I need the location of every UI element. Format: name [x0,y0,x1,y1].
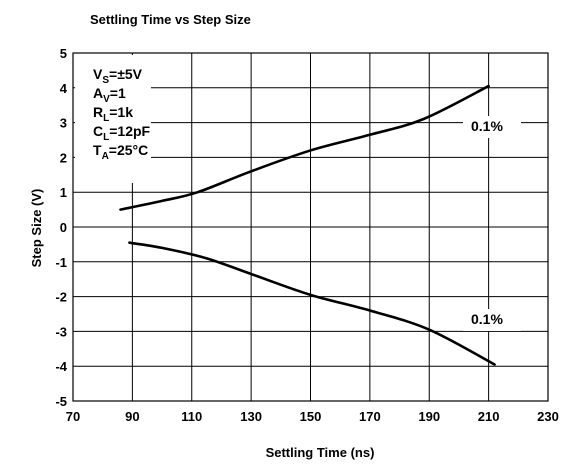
plot-frame [72,52,549,402]
series-label-1: 0.1% [471,118,503,134]
grid-lines [73,53,548,401]
series-label-bg [463,116,521,138]
y-tick-label: -5 [55,394,67,409]
condition-label: VS=±5V [93,66,143,86]
series-line-2 [128,241,496,366]
y-tick-label: -4 [55,359,67,374]
condition-label: AV=1 [93,85,126,105]
x-tick-labels: 70 90 110 130 150 170 190 210 230 [66,409,559,424]
x-tick-label: 190 [418,409,440,424]
y-tick-label: 5 [60,46,67,61]
x-tick-label: 210 [478,409,500,424]
conditions-box [75,55,151,183]
y-tick-label: -1 [55,255,67,270]
chart-title: Settling Time vs Step Size [90,12,251,27]
y-axis-label: Step Size (V) [29,189,44,268]
series-label-2: 0.1% [471,311,503,327]
x-tick-label: 110 [181,409,202,424]
y-tick-label: -3 [55,324,67,339]
series-line-1 [119,84,490,211]
series-label-bg [463,309,521,331]
x-axis-label: Settling Time (ns) [266,445,375,460]
y-tick-label: 2 [60,150,67,165]
x-tick-label: 150 [300,409,322,424]
x-tick-label: 170 [359,409,381,424]
x-tick-label: 130 [240,409,262,424]
x-tick-label: 230 [537,409,559,424]
y-tick-label: 4 [60,81,68,96]
condition-label: TA=25°C [93,142,148,162]
x-tick-label: 90 [125,409,139,424]
y-tick-label: -2 [55,290,67,305]
y-tick-labels: -5 -4 -3 -2 -1 0 1 2 3 4 5 [55,46,67,409]
y-tick-label: 0 [60,220,67,235]
y-tick-label: 3 [60,116,67,131]
condition-label: RL=1k [93,104,133,124]
curves [119,84,496,366]
condition-label: CL=12pF [93,123,151,143]
x-tick-label: 70 [66,409,80,424]
y-tick-label: 1 [60,185,67,200]
